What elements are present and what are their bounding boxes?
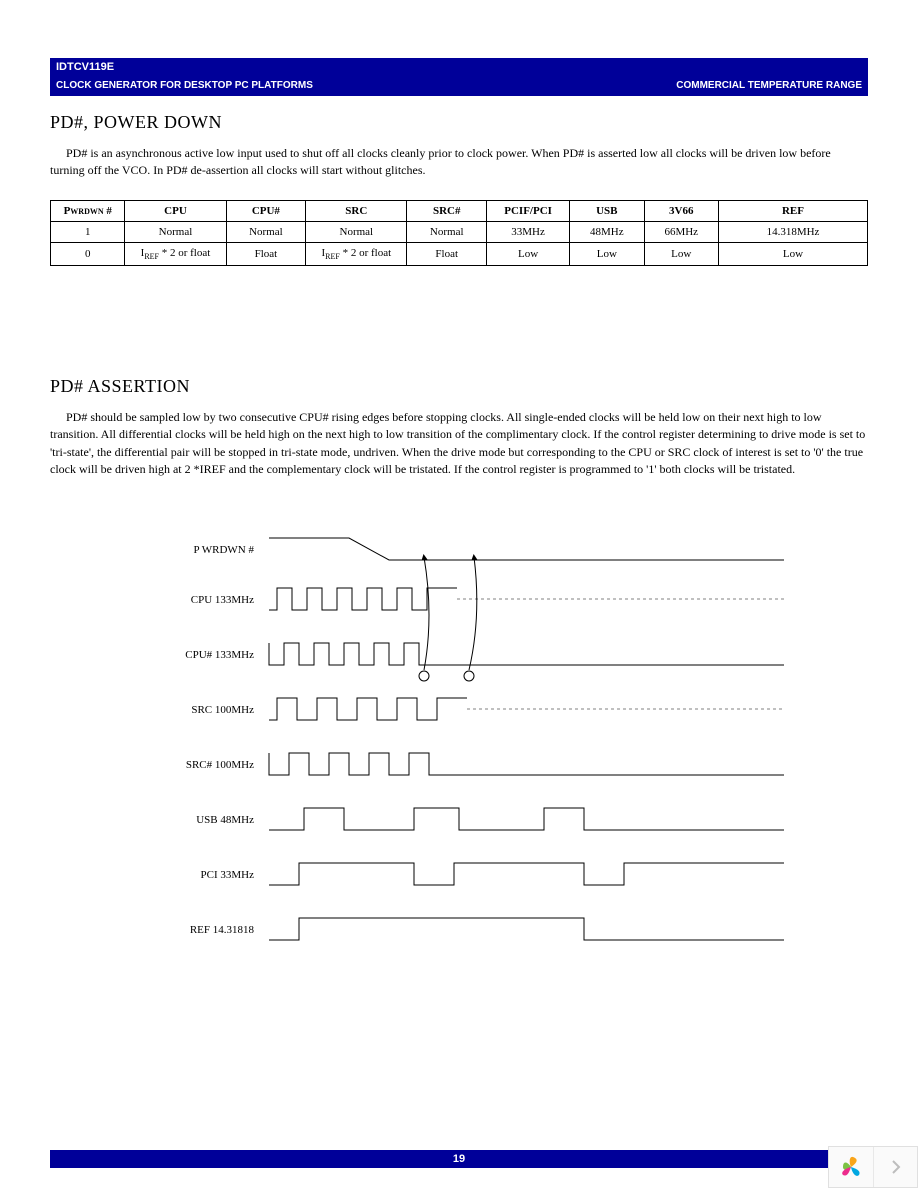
section2-title: PD# ASSERTION xyxy=(50,376,868,397)
table-cell: 33MHz xyxy=(487,221,570,242)
table-cell: Low xyxy=(718,242,867,265)
svg-text:SRC# 100MHz: SRC# 100MHz xyxy=(186,759,254,771)
chevron-right-icon xyxy=(891,1159,901,1175)
section1-title: PD#, POWER DOWN xyxy=(50,112,868,133)
table-cell: IREF * 2 or float xyxy=(306,242,407,265)
table-cell: Normal xyxy=(306,221,407,242)
header-part-number: IDTCV119E xyxy=(56,61,114,73)
table-cell: Normal xyxy=(407,221,487,242)
timing-diagram: P WRDWN # CPU 133MHz CPU# 133MHz SRC 100MHz… xyxy=(50,519,868,949)
table-cell: Normal xyxy=(226,221,306,242)
table-cell: Low xyxy=(487,242,570,265)
page-number: 19 xyxy=(453,1153,465,1165)
table-cell: 14.318MHz xyxy=(718,221,867,242)
header-description: CLOCK GENERATOR FOR DESKTOP PC PLATFORMS xyxy=(56,80,313,91)
table-header: 3V66 xyxy=(644,200,718,221)
svg-text:CPU 133MHz: CPU 133MHz xyxy=(191,594,254,606)
nav-logo-icon[interactable] xyxy=(829,1147,873,1187)
table-header: CPU# xyxy=(226,200,306,221)
table-cell: IREF * 2 or float xyxy=(125,242,226,265)
table-cell: 66MHz xyxy=(644,221,718,242)
header-temp-range: COMMERCIAL TEMPERATURE RANGE xyxy=(676,80,862,91)
table-cell: Float xyxy=(226,242,306,265)
table-cell: 1 xyxy=(51,221,125,242)
table-row: 1NormalNormalNormalNormal33MHz48MHz66MHz… xyxy=(51,221,868,242)
table-header: CPU xyxy=(125,200,226,221)
svg-text:REF 14.31818: REF 14.31818 xyxy=(190,924,255,936)
table-cell: 48MHz xyxy=(570,221,644,242)
section1-paragraph: PD# is an asynchronous active low input … xyxy=(50,145,868,180)
table-cell: Low xyxy=(644,242,718,265)
nav-next-button[interactable] xyxy=(873,1147,917,1187)
table-cell: Float xyxy=(407,242,487,265)
table-header: PCIF/PCI xyxy=(487,200,570,221)
svg-text:P WRDWN #: P WRDWN # xyxy=(194,544,255,556)
table-header: REF xyxy=(718,200,867,221)
table-cell: Low xyxy=(570,242,644,265)
table-row: 0IREF * 2 or floatFloatIREF * 2 or float… xyxy=(51,242,868,265)
nav-widget xyxy=(828,1146,918,1188)
power-down-table: PWRDWN #CPUCPU#SRCSRC#PCIF/PCIUSB3V66REF… xyxy=(50,200,868,266)
table-cell: 0 xyxy=(51,242,125,265)
section2-paragraph: PD# should be sampled low by two consecu… xyxy=(50,409,868,479)
svg-text:USB 48MHz: USB 48MHz xyxy=(196,814,254,826)
table-header: SRC# xyxy=(407,200,487,221)
table-header: SRC xyxy=(306,200,407,221)
svg-text:CPU# 133MHz: CPU# 133MHz xyxy=(185,649,254,661)
footer-bar: 19 xyxy=(50,1150,868,1168)
svg-text:SRC 100MHz: SRC 100MHz xyxy=(191,704,254,716)
header-bar: IDTCV119E CLOCK GENERATOR FOR DESKTOP PC… xyxy=(50,58,868,96)
svg-text:PCI 33MHz: PCI 33MHz xyxy=(201,869,255,881)
table-header: PWRDWN # xyxy=(51,200,125,221)
table-cell: Normal xyxy=(125,221,226,242)
table-header: USB xyxy=(570,200,644,221)
